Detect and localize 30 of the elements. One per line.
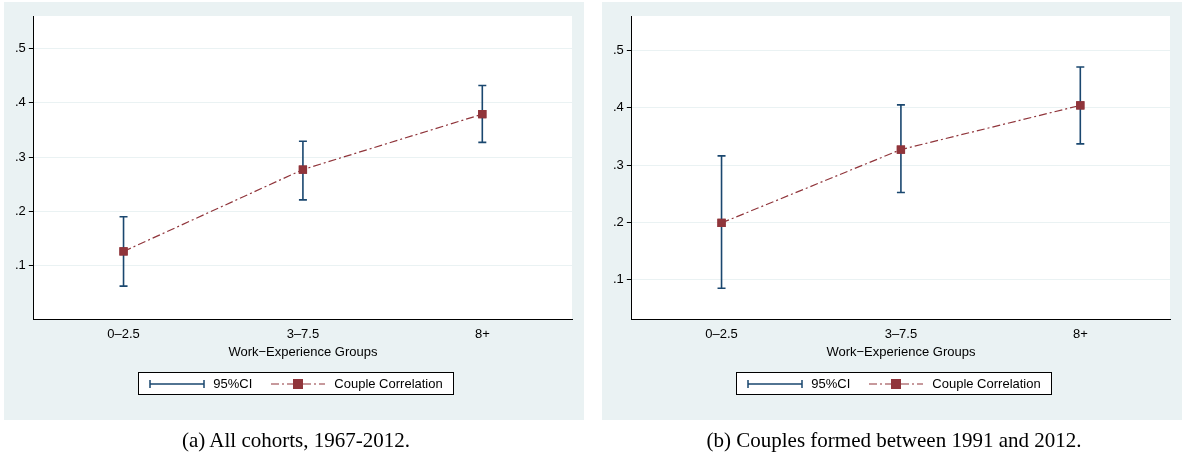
x-tick-label: 3–7.5 (286, 326, 320, 342)
point (1076, 101, 1085, 110)
x-axis-title: Work−Experience Groups (826, 343, 976, 359)
y-tick-label: .3 (613, 156, 624, 172)
y-tick-label: .2 (613, 213, 624, 229)
x-tick-label: 0–2.5 (705, 326, 738, 342)
x-tick-label: 8+ (474, 326, 490, 342)
x-tick-label: 0–2.5 (107, 326, 140, 342)
y-tick-label: .3 (15, 148, 26, 164)
legend-label: Couple Correlation (932, 376, 1041, 391)
y-tick-label: .4 (15, 94, 26, 110)
y-tick-label: .2 (15, 202, 26, 218)
text: (a) All cohorts, 1967-2012. (180, 428, 411, 453)
y-tick-label: .5 (15, 40, 26, 56)
y-tick-label: .4 (613, 99, 624, 115)
x-tick-label: 3–7.5 (884, 326, 918, 342)
y-tick-label: .1 (613, 271, 624, 287)
text: (b) Couples formed between 1991 and 2012. (705, 428, 1083, 453)
point (298, 165, 308, 174)
text: 95%CI (811, 376, 851, 391)
legend-label: Couple Correlation (334, 376, 443, 391)
y-tick-label: .5 (613, 41, 624, 57)
point (119, 247, 128, 256)
x-axis-title: Work−Experience Groups (228, 343, 378, 359)
point (717, 218, 726, 228)
point (478, 110, 487, 119)
text: 95%CI (213, 376, 253, 391)
x-tick-label: 8+ (1072, 326, 1088, 342)
point (896, 145, 906, 154)
y-tick-label: .1 (15, 257, 26, 273)
